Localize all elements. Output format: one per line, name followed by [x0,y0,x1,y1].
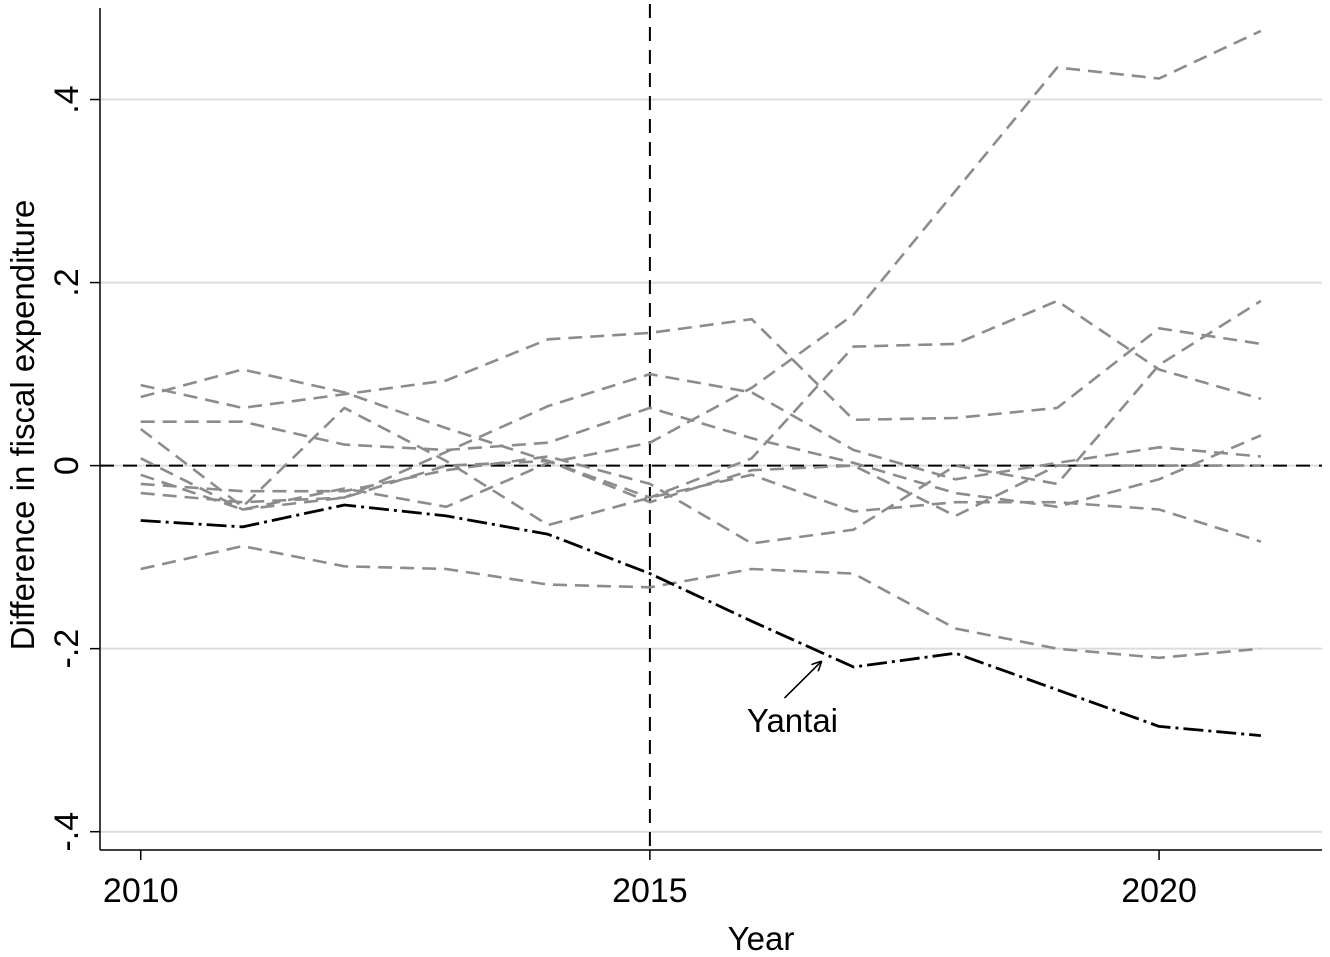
series-line-6 [140,29,1262,511]
series-line-5 [140,372,1262,504]
y-tick-label: -.2 [48,629,86,669]
series-line-3 [140,317,1262,422]
axes [99,8,1322,851]
yantai-annotation: Yantai [747,662,838,739]
series-line-7 [140,299,1262,545]
series-line-9 [140,544,1262,660]
y-tick-label: .4 [48,85,86,113]
y-tick-label: -.4 [48,812,86,852]
x-tick-label: 2010 [103,872,179,910]
series-line-1 [140,299,1262,499]
x-tick-label: 2020 [1121,872,1197,910]
comparison-series [139,29,1262,660]
series-line-8 [140,457,1261,518]
annotation-label: Yantai [747,702,838,739]
y-axis-title: Difference in fiscal expenditure [4,200,41,651]
reference-lines [100,4,1322,850]
x-axis-title: Year [728,920,795,957]
y-tick-label: 0 [48,456,86,475]
y-tick-label: .2 [48,268,86,296]
annotation-arrow [783,662,821,699]
y-axis-ticks: -.4 -.2 0 .2 .4 [48,85,100,852]
x-axis-ticks: 2010 2015 2020 [103,850,1197,910]
highlight-series-group [140,503,1262,737]
x-tick-label: 2015 [612,872,688,910]
series-line-4 [139,406,1262,543]
yantai-line [140,503,1262,737]
